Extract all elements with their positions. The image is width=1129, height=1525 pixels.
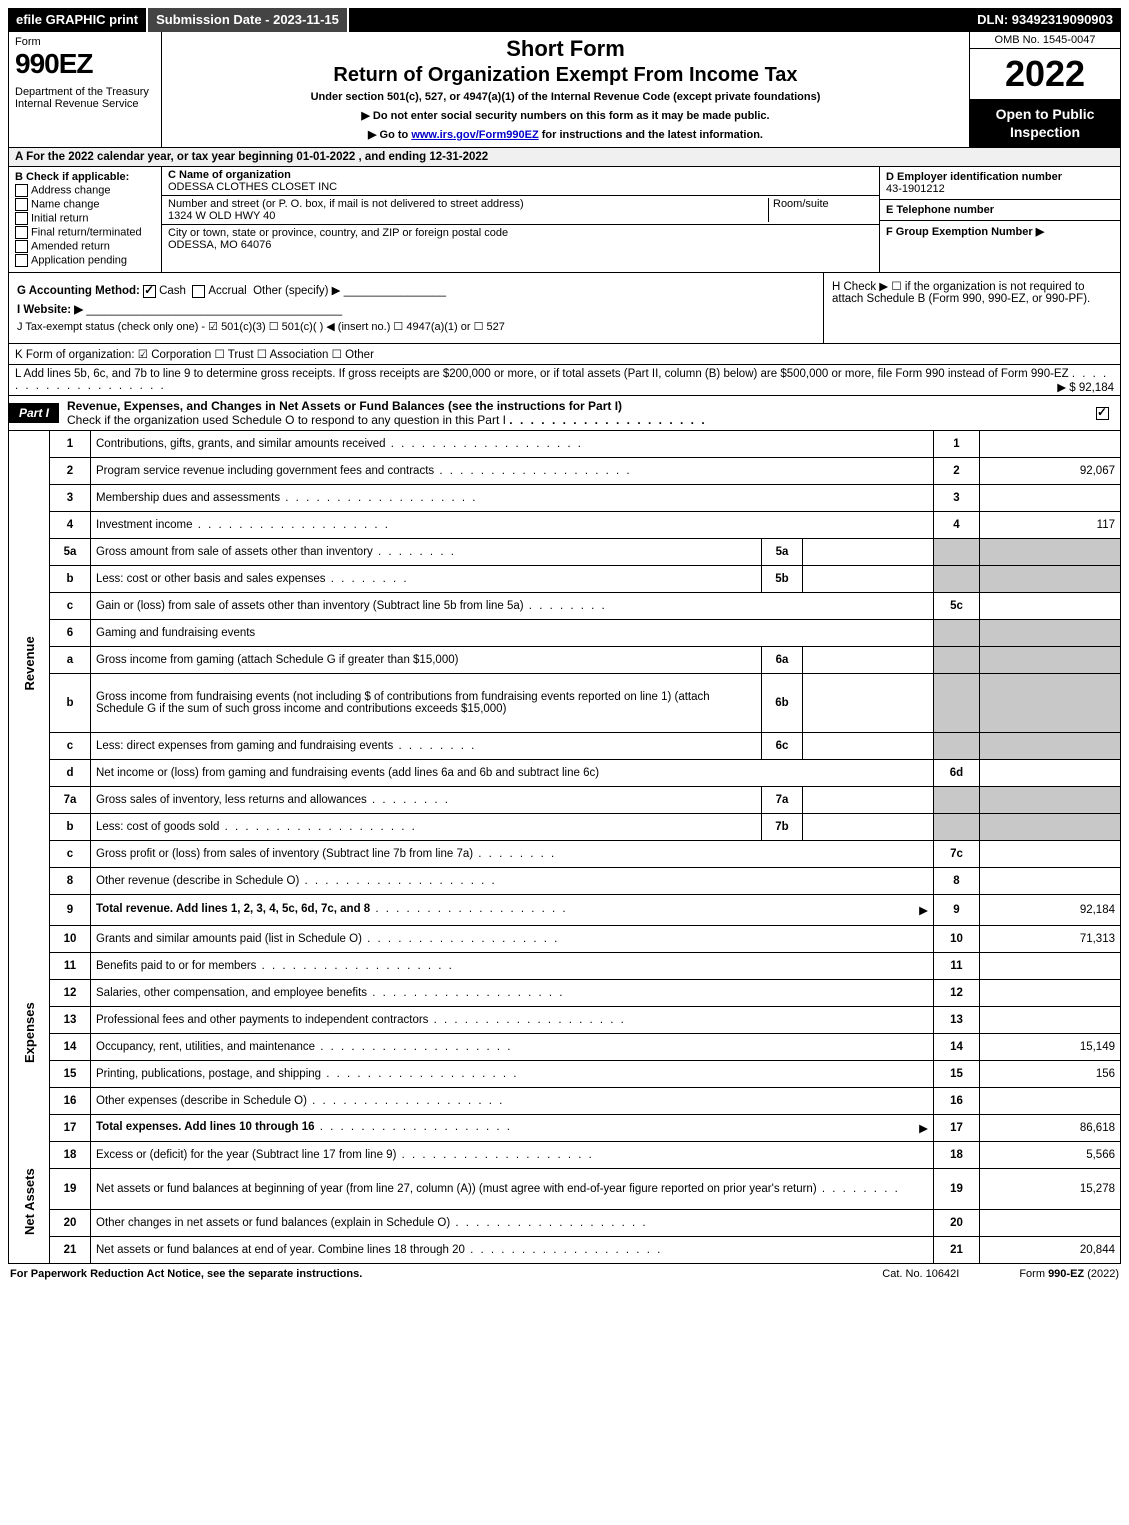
b-opt-final[interactable]: Final return/terminated	[15, 226, 155, 239]
b-opt-initial[interactable]: Initial return	[15, 212, 155, 225]
header-left: Form 990EZ Department of the Treasury In…	[9, 32, 162, 147]
section-bcdef: B Check if applicable: Address change Na…	[8, 167, 1121, 273]
side-expenses: Expenses	[9, 925, 50, 1141]
f-label: F Group Exemption Number ▶	[886, 226, 1044, 238]
irs-link[interactable]: www.irs.gov/Form990EZ	[411, 129, 538, 141]
title-return: Return of Organization Exempt From Incom…	[170, 64, 961, 87]
section-def: D Employer identification number 43-1901…	[879, 167, 1120, 272]
section-j: J Tax-exempt status (check only one) - ☑…	[17, 320, 815, 333]
b-opt-pending[interactable]: Application pending	[15, 254, 155, 267]
c-city-row: City or town, state or province, country…	[162, 225, 879, 253]
form-number: 990EZ	[15, 48, 155, 80]
submission-date: Submission Date - 2023-11-15	[148, 8, 349, 32]
org-name: ODESSA CLOTHES CLOSET INC	[168, 181, 337, 193]
omb-number: OMB No. 1545-0047	[970, 32, 1120, 49]
org-city: ODESSA, MO 64076	[168, 239, 271, 251]
header-center: Short Form Return of Organization Exempt…	[162, 32, 969, 147]
g-cash-check[interactable]	[143, 285, 156, 298]
dln-label: DLN: 93492319090903	[969, 8, 1121, 32]
side-revenue: Revenue	[9, 431, 50, 895]
l-amount: ▶ $ 92,184	[1057, 380, 1114, 394]
c-name-label: C Name of organization	[168, 169, 291, 181]
section-i: I Website: ▶ ___________________________…	[17, 302, 815, 316]
part1-check-text: Check if the organization used Schedule …	[67, 413, 506, 427]
top-bar: efile GRAPHIC print Submission Date - 20…	[8, 8, 1121, 32]
section-k: K Form of organization: ☑ Corporation ☐ …	[8, 344, 1121, 365]
l-text: L Add lines 5b, 6c, and 7b to line 9 to …	[15, 368, 1069, 380]
e-phone: E Telephone number	[880, 200, 1120, 221]
part1-header: Part I Revenue, Expenses, and Changes in…	[8, 396, 1121, 431]
subtitle: Under section 501(c), 527, or 4947(a)(1)…	[170, 91, 961, 103]
efile-label[interactable]: efile GRAPHIC print	[8, 8, 148, 32]
part1-tab: Part I	[9, 403, 59, 423]
org-street: 1324 W OLD HWY 40	[168, 210, 275, 222]
department: Department of the Treasury Internal Reve…	[15, 86, 155, 110]
d-label: D Employer identification number	[886, 171, 1062, 183]
section-ghij: G Accounting Method: Cash Accrual Other …	[8, 273, 1121, 343]
part1-checkbox[interactable]	[1088, 403, 1120, 423]
paperwork-notice: For Paperwork Reduction Act Notice, see …	[10, 1268, 362, 1280]
section-h: H Check ▶ ☐ if the organization is not r…	[823, 273, 1120, 342]
lines-table: Revenue 1 Contributions, gifts, grants, …	[8, 431, 1121, 1264]
instr-ssn: ▶ Do not enter social security numbers o…	[170, 109, 961, 122]
instr-goto: ▶ Go to www.irs.gov/Form990EZ for instru…	[170, 128, 961, 141]
header-right: OMB No. 1545-0047 2022 Open to Public In…	[969, 32, 1120, 147]
c-city-label: City or town, state or province, country…	[168, 227, 508, 239]
g-accrual-check[interactable]	[192, 285, 205, 298]
c-street-row: Number and street (or P. O. box, if mail…	[162, 196, 879, 225]
b-opt-address[interactable]: Address change	[15, 184, 155, 197]
b-opt-name[interactable]: Name change	[15, 198, 155, 211]
d-ein: D Employer identification number 43-1901…	[880, 167, 1120, 200]
footer: For Paperwork Reduction Act Notice, see …	[8, 1264, 1121, 1280]
e-label: E Telephone number	[886, 204, 994, 216]
part1-title: Revenue, Expenses, and Changes in Net As…	[59, 396, 1088, 430]
b-opt-amended[interactable]: Amended return	[15, 240, 155, 253]
section-l: L Add lines 5b, 6c, and 7b to line 9 to …	[8, 365, 1121, 396]
cat-no: Cat. No. 10642I	[882, 1268, 959, 1280]
section-g: G Accounting Method: Cash Accrual Other …	[17, 283, 815, 297]
open-to-public: Open to Public Inspection	[970, 99, 1120, 147]
section-a: A For the 2022 calendar year, or tax yea…	[8, 148, 1121, 167]
section-b: B Check if applicable: Address change Na…	[9, 167, 162, 272]
title-short-form: Short Form	[170, 36, 961, 62]
section-c: C Name of organization ODESSA CLOTHES CL…	[162, 167, 879, 272]
form-ref: Form 990-EZ (2022)	[1019, 1268, 1119, 1280]
side-netassets: Net Assets	[9, 1141, 50, 1263]
f-group: F Group Exemption Number ▶	[880, 221, 1120, 242]
form-header: Form 990EZ Department of the Treasury In…	[8, 32, 1121, 148]
c-street-label: Number and street (or P. O. box, if mail…	[168, 198, 524, 210]
ein-value: 43-1901212	[886, 183, 945, 195]
form-word: Form	[15, 36, 155, 48]
c-name-row: C Name of organization ODESSA CLOTHES CL…	[162, 167, 879, 196]
room-suite-label: Room/suite	[768, 198, 873, 222]
tax-year: 2022	[970, 49, 1120, 99]
ghi-left: G Accounting Method: Cash Accrual Other …	[9, 273, 823, 342]
b-label: B Check if applicable:	[15, 171, 155, 183]
